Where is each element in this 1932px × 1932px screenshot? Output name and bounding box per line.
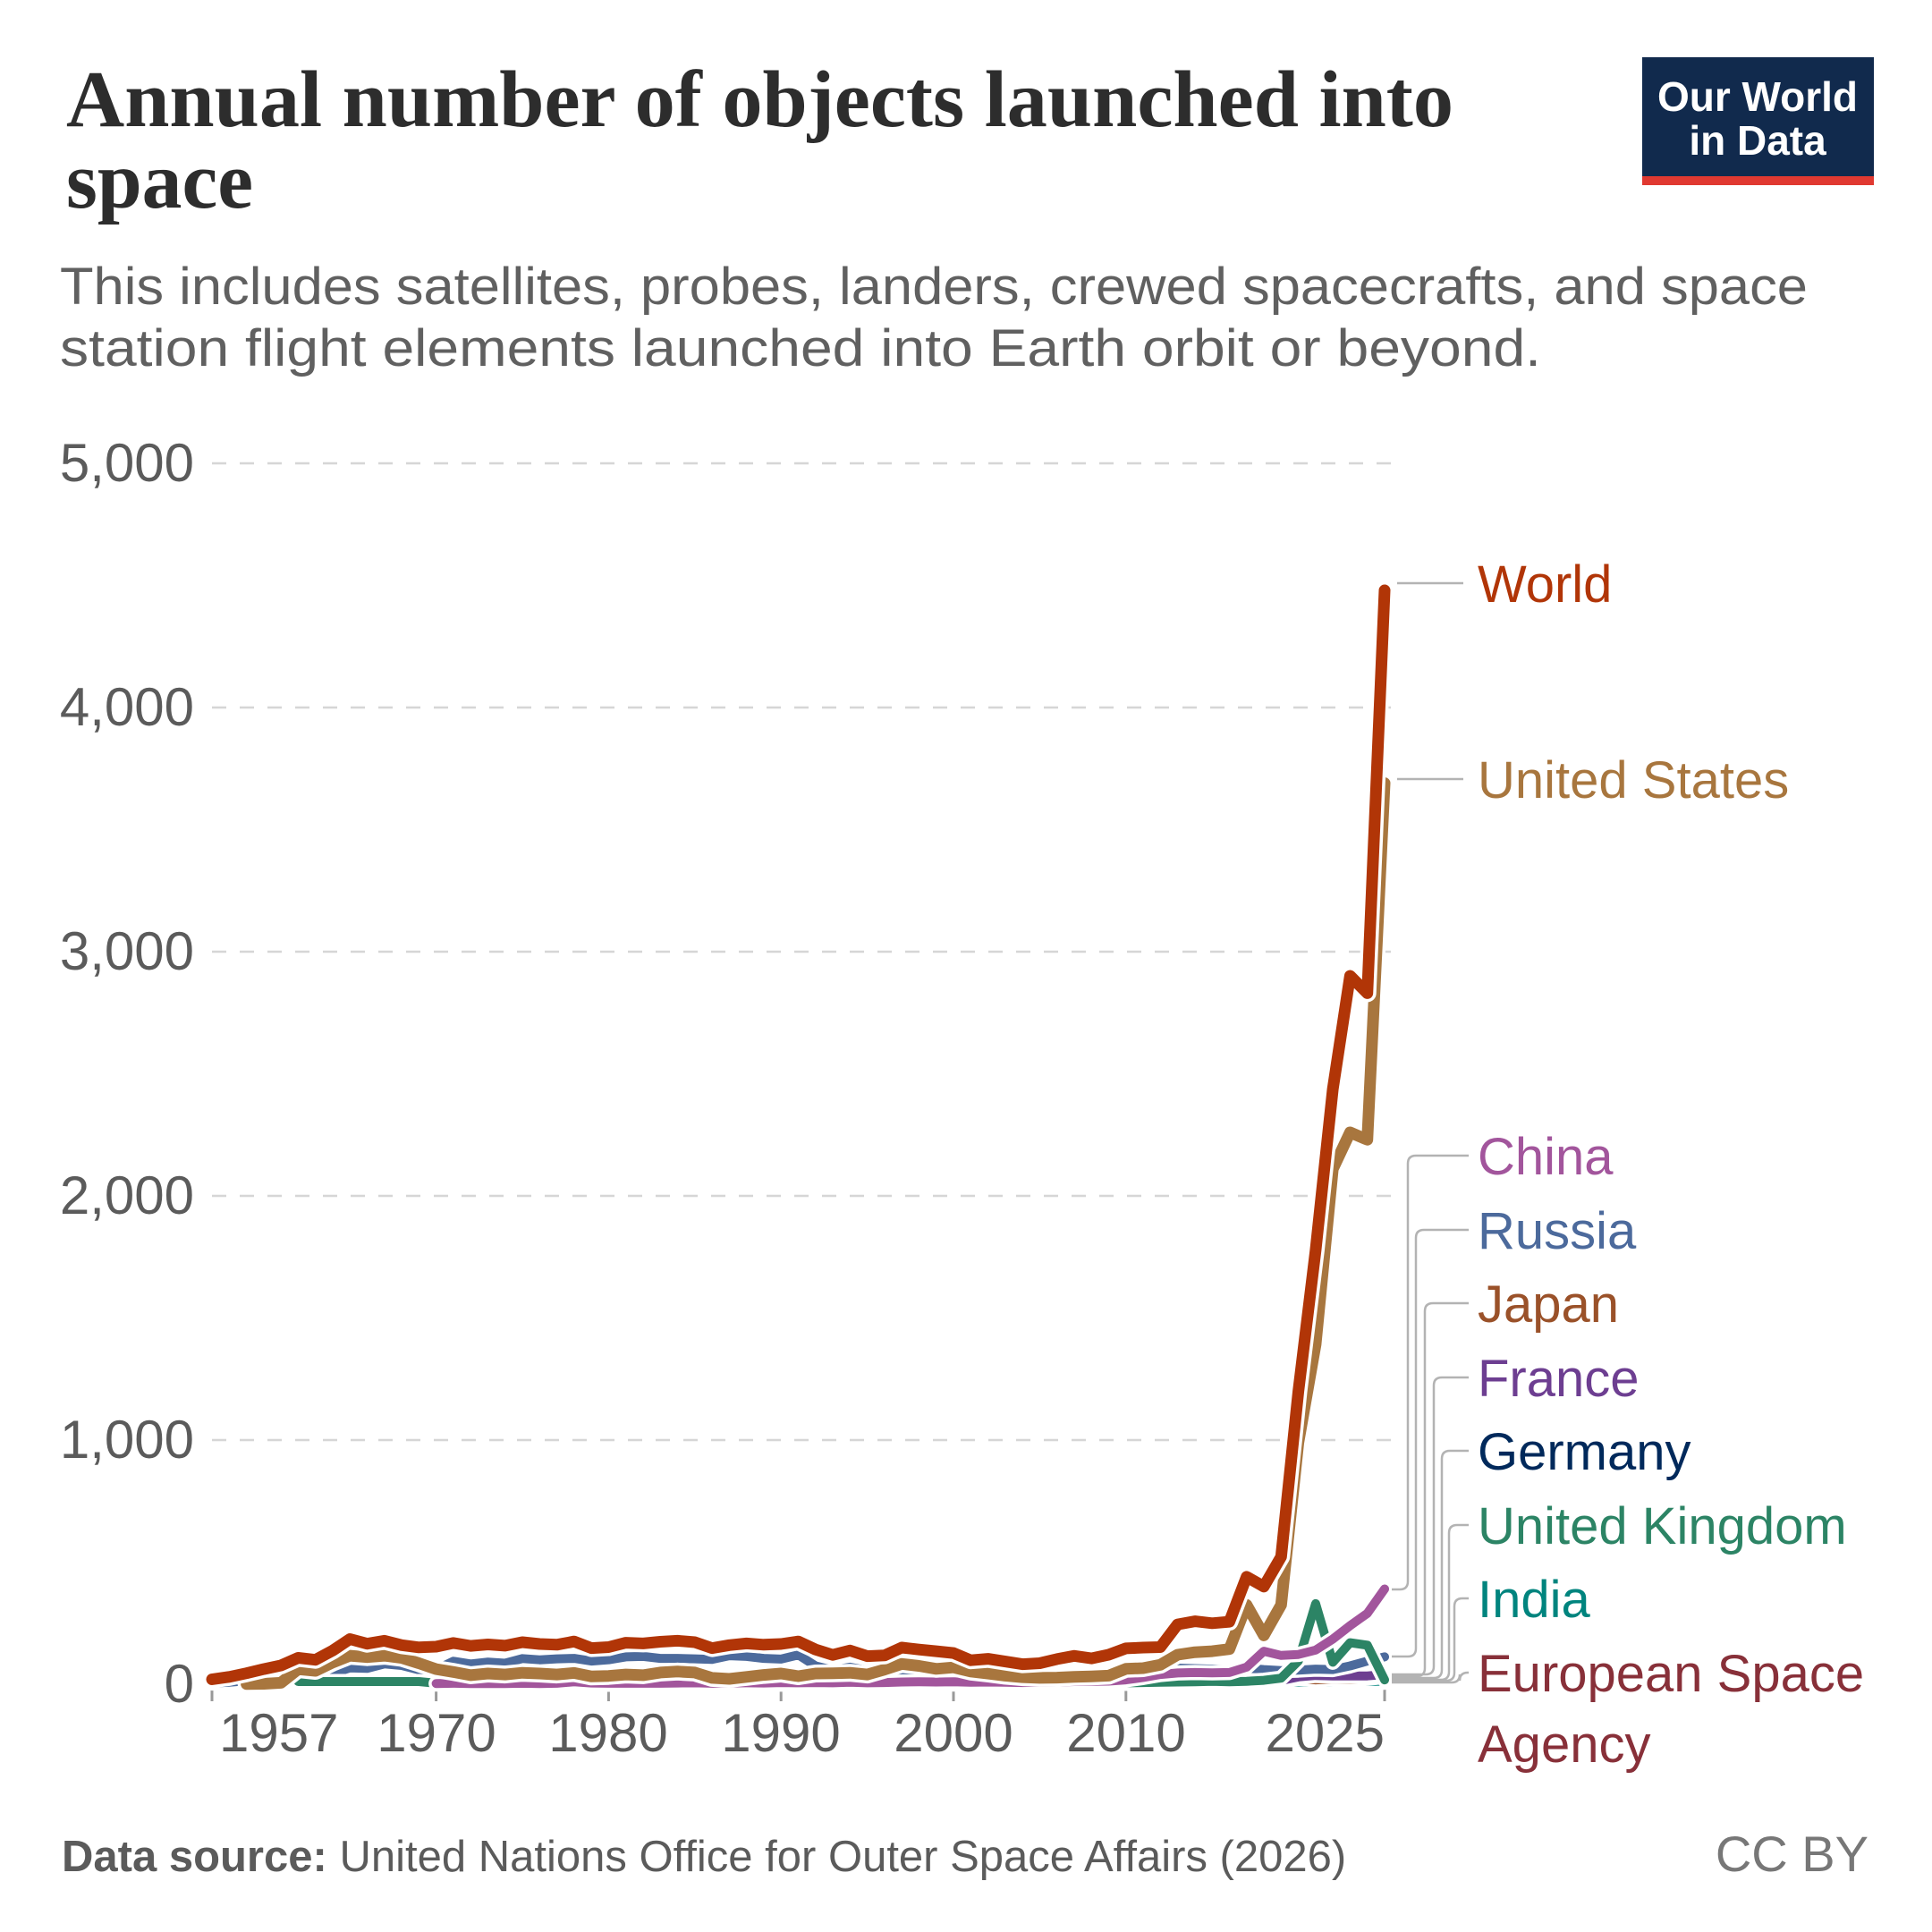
svg-text:2010: 2010 — [1066, 1703, 1185, 1763]
svg-text:4,000: 4,000 — [60, 677, 194, 737]
svg-text:1990: 1990 — [721, 1703, 840, 1763]
svg-text:Agency: Agency — [1478, 1716, 1650, 1774]
svg-text:Japan: Japan — [1478, 1275, 1619, 1334]
svg-text:Annual number of objects launc: Annual number of objects launched into — [66, 55, 1453, 144]
svg-text:India: India — [1478, 1571, 1591, 1629]
svg-text:space: space — [66, 137, 253, 225]
svg-text:in Data: in Data — [1689, 117, 1826, 164]
svg-text:3,000: 3,000 — [60, 921, 194, 981]
svg-text:United States: United States — [1478, 751, 1789, 809]
svg-text:CC BY: CC BY — [1716, 1826, 1868, 1882]
svg-text:Germany: Germany — [1478, 1423, 1691, 1481]
svg-text:This includes satellites, prob: This includes satellites, probes, lander… — [60, 258, 1808, 316]
svg-text:2,000: 2,000 — [60, 1165, 194, 1225]
svg-text:0: 0 — [165, 1654, 194, 1714]
svg-text:1,000: 1,000 — [60, 1410, 194, 1470]
svg-text:1970: 1970 — [377, 1703, 496, 1763]
svg-text:Our World: Our World — [1657, 73, 1858, 120]
svg-text:1957: 1957 — [219, 1703, 338, 1763]
svg-text:1980: 1980 — [548, 1703, 667, 1763]
svg-text:5,000: 5,000 — [60, 433, 194, 493]
svg-text:Russia: Russia — [1478, 1202, 1637, 1260]
svg-text:United Kingdom: United Kingdom — [1478, 1497, 1847, 1555]
svg-text:Data source: United Nations Of: Data source: United Nations Office for O… — [62, 1833, 1346, 1881]
svg-text:China: China — [1478, 1128, 1614, 1186]
svg-text:station flight elements launch: station flight elements launched into Ea… — [60, 319, 1541, 377]
svg-text:European Space: European Space — [1478, 1645, 1864, 1703]
svg-text:2025: 2025 — [1266, 1703, 1385, 1763]
svg-text:2000: 2000 — [894, 1703, 1013, 1763]
svg-text:France: France — [1478, 1350, 1640, 1408]
svg-text:World: World — [1478, 555, 1612, 614]
